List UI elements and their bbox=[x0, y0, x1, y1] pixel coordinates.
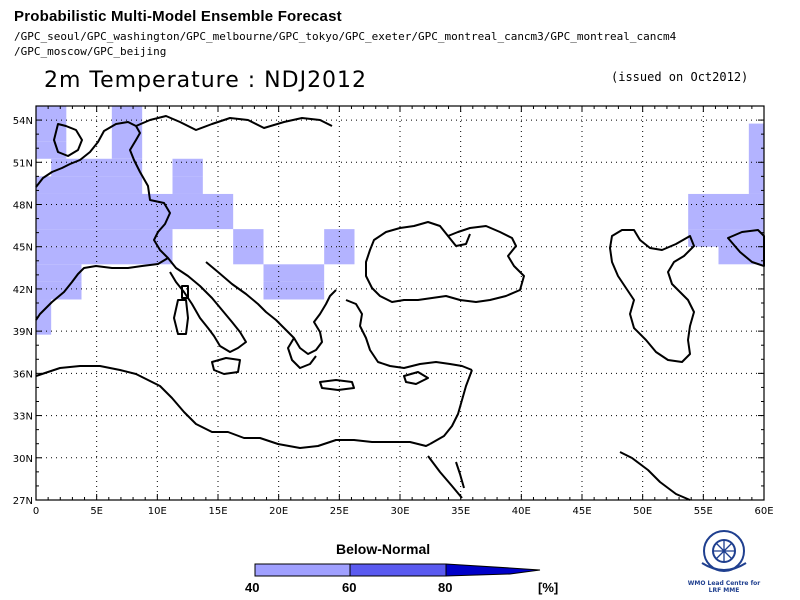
prob-cell-40-60 bbox=[36, 176, 143, 194]
y-tick-label: 42N bbox=[13, 285, 33, 296]
x-tick-label: 5E bbox=[90, 506, 103, 517]
logo-caption-1: WMO Lead Centre for bbox=[687, 580, 761, 587]
variable-title: 2m Temperature : NDJ2012 bbox=[44, 68, 368, 93]
x-tick-label: 0 bbox=[33, 506, 39, 517]
prob-cell-40-60 bbox=[36, 229, 173, 247]
coast-red-sea-east bbox=[455, 461, 465, 489]
x-tick-label: 60E bbox=[754, 506, 773, 517]
y-tick-label: 54N bbox=[13, 116, 33, 127]
logo-caption-2: LRF MME bbox=[708, 587, 740, 594]
prob-cell-40-60 bbox=[36, 106, 67, 142]
prob-cell-40-60 bbox=[172, 176, 203, 194]
prob-cell-40-60 bbox=[36, 299, 52, 335]
coast-north-africa bbox=[35, 365, 431, 449]
coast-levant bbox=[429, 369, 473, 445]
wmo-logo: WMO Lead Centre for LRF MME bbox=[684, 527, 764, 597]
prob-cell-40-60 bbox=[36, 141, 67, 159]
y-tick-label: 39N bbox=[13, 327, 33, 338]
forecast-title: Probabilistic Multi-Model Ensemble Forec… bbox=[14, 8, 342, 25]
y-tick-label: 45N bbox=[13, 243, 33, 254]
prob-cell-40-60 bbox=[688, 193, 764, 230]
legend-label-60: 60 bbox=[342, 580, 357, 595]
x-tick-label: 45E bbox=[572, 506, 591, 517]
x-tick-label: 40E bbox=[512, 506, 531, 517]
coast-europe-west bbox=[35, 121, 171, 321]
x-tick-label: 20E bbox=[269, 506, 288, 517]
coast-turkey bbox=[345, 299, 473, 371]
y-tick-label: 51N bbox=[13, 158, 33, 169]
prob-cell-40-60 bbox=[324, 229, 355, 247]
coast-sardinia bbox=[173, 299, 189, 335]
prob-cell-40-60 bbox=[688, 229, 719, 247]
x-tick-label: 15E bbox=[208, 506, 227, 517]
map-frame bbox=[35, 105, 765, 501]
header: Probabilistic Multi-Model Ensemble Forec… bbox=[14, 8, 676, 59]
probability-cells bbox=[36, 106, 764, 335]
coast-caspian bbox=[609, 229, 695, 363]
model-list-line-2: /GPC_moscow/GPC_beijing bbox=[14, 45, 167, 58]
prob-cell-40-60 bbox=[172, 158, 203, 177]
coast-baltic bbox=[135, 115, 333, 131]
x-tick-label: 35E bbox=[451, 506, 470, 517]
x-tick-label: 30E bbox=[390, 506, 409, 517]
prob-cell-40-60 bbox=[111, 106, 143, 159]
legend-title: Below-Normal bbox=[336, 541, 431, 557]
coast-black-sea bbox=[365, 221, 525, 303]
coast-british-isles bbox=[53, 123, 83, 157]
coast-red-sea bbox=[427, 455, 463, 499]
prob-cell-40-60 bbox=[36, 281, 82, 300]
prob-cell-40-60 bbox=[36, 246, 173, 265]
legend-label-40: 40 bbox=[245, 580, 260, 595]
coast-italy bbox=[167, 257, 247, 353]
model-list-line-1: /GPC_seoul/GPC_washington/GPC_melbourne/… bbox=[14, 30, 677, 43]
map-axes: 0 5E 10E 15E 20E 25E 30E 35E 40E 45E 50E 55E 60E 27N 3… bbox=[13, 105, 774, 517]
prob-cell-40-60 bbox=[233, 229, 264, 247]
coast-sicily bbox=[211, 357, 241, 375]
prob-cell-40-60 bbox=[263, 264, 325, 282]
coast-persian-gulf bbox=[619, 451, 691, 501]
y-tick-label: 33N bbox=[13, 412, 33, 423]
coast-peloponnese bbox=[287, 337, 317, 369]
prob-cell-40-60 bbox=[36, 193, 234, 230]
x-tick-label: 50E bbox=[633, 506, 652, 517]
y-tick-label: 36N bbox=[13, 369, 33, 380]
coast-corsica bbox=[181, 285, 189, 299]
prob-cell-40-60 bbox=[36, 264, 82, 282]
prob-cell-40-60 bbox=[748, 123, 764, 194]
x-tick-label: 55E bbox=[694, 506, 713, 517]
issued-date: (issued on Oct2012) bbox=[611, 70, 749, 84]
coast-crete bbox=[319, 379, 355, 391]
legend-label-80: 80 bbox=[438, 580, 453, 595]
y-tick-label: 27N bbox=[13, 496, 33, 507]
coast-adriatic-balkans bbox=[205, 261, 337, 355]
x-tick-label: 10E bbox=[148, 506, 167, 517]
coast-crimea bbox=[447, 233, 471, 247]
wmo-emblem-icon bbox=[701, 530, 747, 572]
y-tick-label: 48N bbox=[13, 201, 33, 212]
x-tick-label: 25E bbox=[330, 506, 349, 517]
prob-cell-40-60 bbox=[324, 246, 355, 265]
prob-cell-40-60 bbox=[263, 281, 325, 300]
graticule bbox=[36, 106, 764, 500]
prob-cell-40-60 bbox=[233, 246, 264, 265]
coast-cyprus bbox=[403, 371, 429, 385]
coastlines bbox=[35, 115, 765, 501]
legend-unit: [%] bbox=[538, 580, 559, 595]
y-tick-label: 30N bbox=[13, 454, 33, 465]
model-list: /GPC_seoul/GPC_washington/GPC_melbourne/… bbox=[14, 29, 676, 59]
